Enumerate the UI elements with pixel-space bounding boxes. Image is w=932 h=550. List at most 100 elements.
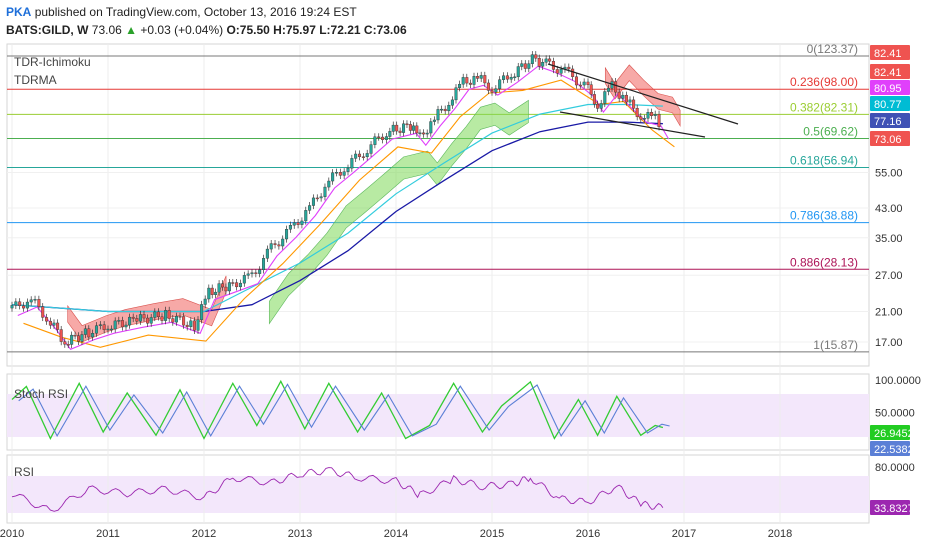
candle-body (178, 316, 182, 318)
x-tick-label: 2017 (672, 528, 696, 540)
candle-body (106, 328, 110, 331)
candle-body (124, 324, 128, 328)
price-badge (870, 113, 910, 128)
y-axis: 55.00 43.00 35.00 27.00 21.00 17.00 100.0000 50… (875, 168, 921, 474)
candle-body (505, 75, 509, 80)
trend-line-upper[interactable] (547, 63, 739, 125)
candle-body (657, 114, 661, 128)
candle-body (285, 229, 289, 240)
candle-body (311, 197, 315, 206)
candle-body (408, 124, 412, 131)
rsi-y-tick: 80.0000 (875, 462, 915, 474)
stoch-rsi-title[interactable]: Stoch RSI (14, 387, 68, 401)
candle-body (142, 314, 146, 319)
candle-body (214, 291, 218, 295)
candle-body (621, 94, 625, 99)
y-tick-label: 21.00 (875, 306, 903, 318)
candle-body (395, 124, 399, 132)
rsi-badge-text: 33.8327 (874, 503, 914, 515)
candle-body (567, 66, 571, 70)
price-badge (870, 64, 910, 79)
indicator-label-ichimoku[interactable]: TDR-Ichimoku (14, 55, 91, 69)
candle-body (207, 287, 211, 300)
candle-body (369, 144, 373, 154)
indicator-label-tdrma[interactable]: TDRMA (14, 73, 57, 87)
price-change: +0.03 (+0.04%) (140, 23, 224, 37)
candle-body (614, 81, 618, 93)
x-tick-label: 2014 (384, 528, 408, 540)
brand-name[interactable]: PKA (6, 5, 32, 19)
price-badge-text: 80.77 (874, 99, 902, 111)
fib-label: 0.5(69.62) (803, 125, 858, 139)
candle-body (509, 76, 513, 80)
candle-body (63, 341, 67, 345)
candle-body (235, 282, 239, 288)
candle-body (490, 90, 494, 93)
candle-body (354, 153, 358, 159)
candle-body (56, 322, 60, 330)
candle-body (77, 335, 81, 342)
candle-body (80, 334, 84, 342)
stoch-badge-d (870, 441, 910, 456)
candle-body (94, 325, 98, 334)
candle-body (642, 118, 646, 120)
candle-body (513, 76, 517, 79)
fib-label: 0.618(56.94) (790, 154, 858, 168)
candle-body (530, 54, 534, 64)
candle-body (87, 328, 91, 338)
candle-body (167, 310, 171, 319)
candle-body (599, 103, 603, 109)
candle-body (527, 63, 531, 69)
stoch-badge-k (870, 425, 910, 440)
candle-body (14, 301, 18, 306)
candle-body (138, 314, 142, 322)
candle-body (402, 123, 406, 133)
candle-body (33, 299, 37, 301)
x-tick-label: 2012 (192, 528, 216, 540)
stoch-y-tick: 100.0000 (875, 375, 921, 387)
candle-body (412, 125, 416, 131)
ma-medium-line (11, 103, 663, 313)
candle-body (502, 75, 506, 80)
candle-body (574, 76, 578, 86)
price-pane[interactable] (6, 43, 870, 367)
fib-label: 0(123.37) (807, 42, 858, 56)
symbol-name[interactable]: BATS:GILD, W (6, 23, 89, 37)
y-tick-label: 17.00 (875, 337, 903, 349)
rsi-title[interactable]: RSI (14, 465, 34, 479)
candle-body (238, 282, 242, 288)
candle-body (217, 283, 221, 293)
candle-body (653, 114, 657, 116)
x-tick-label: 2018 (768, 528, 792, 540)
candle-body (203, 298, 207, 305)
candle-body (52, 322, 56, 326)
change-up-icon: ▲ (125, 23, 138, 37)
candle-body (146, 317, 150, 324)
candle-body (443, 108, 447, 112)
y-tick-label: 35.00 (875, 233, 903, 245)
candle-body (192, 320, 196, 331)
trend-line-lower[interactable] (559, 111, 706, 138)
candle-body (632, 99, 636, 109)
candle-body (429, 121, 433, 134)
price-badges: 82.41 82.41 80.95 80.77 77.16 73.06 26.9452 22.… (870, 45, 914, 515)
chart-publish-header: PKA published on TradingView.com, Octobe… (6, 5, 357, 19)
x-tick-label: 2015 (480, 528, 504, 540)
candle-body (300, 220, 304, 225)
candle-body (327, 180, 331, 188)
candle-body (277, 244, 281, 247)
y-tick-label: 27.00 (875, 270, 903, 282)
fib-label: 0.886(28.13) (790, 255, 858, 269)
candle-body (231, 282, 235, 284)
candle-body (304, 210, 308, 222)
candle-body (461, 77, 465, 85)
candle-body (224, 286, 228, 292)
candle-body (381, 136, 385, 140)
candle-body (128, 316, 132, 326)
candle-body (415, 125, 419, 134)
candle-body (422, 132, 426, 135)
candle-body (258, 269, 262, 274)
stoch-rsi-lines (11, 379, 670, 440)
candle-body (646, 112, 650, 119)
